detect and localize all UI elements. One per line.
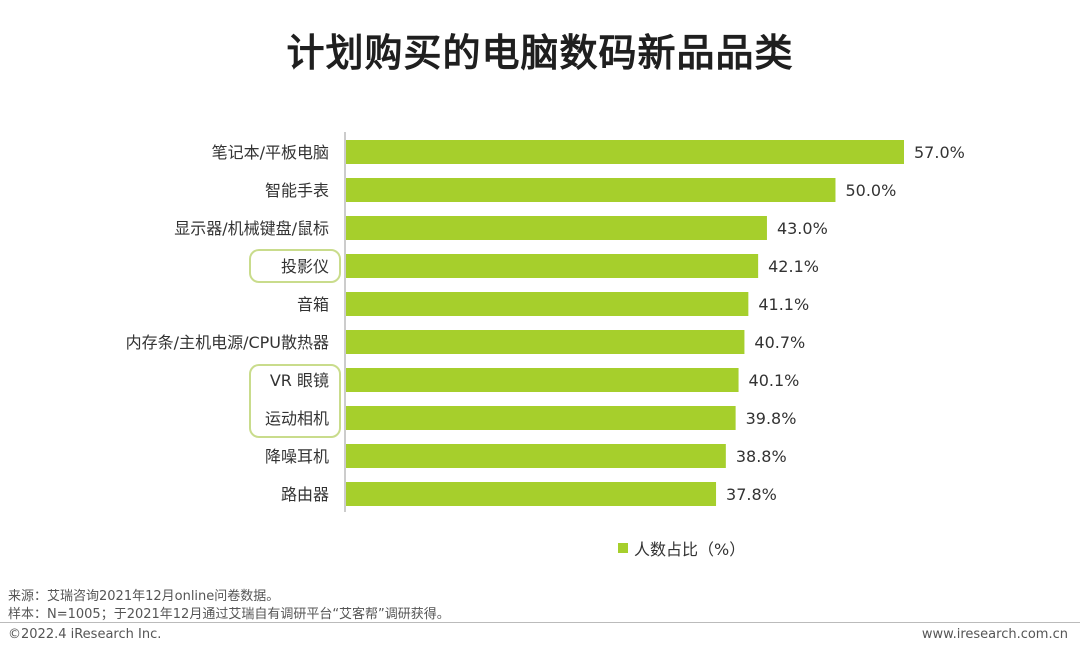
legend-swatch (618, 543, 628, 553)
data-label: 42.1% (768, 257, 819, 276)
highlight-box-vr-camera (249, 364, 341, 438)
category-label: 路由器 (281, 485, 329, 504)
data-label: 43.0% (777, 219, 828, 238)
bar-chart: 笔记本/平板电脑 57.0% 智能手表 50.0% 显示器/机械键盘/鼠标 43.0% 投影… (126, 132, 965, 512)
bar (346, 482, 717, 506)
data-label: 39.8% (746, 409, 797, 428)
category-label: 运动相机 (265, 409, 329, 428)
category-label: 笔记本/平板电脑 (212, 143, 329, 162)
sample-note: 样本：N=1005；于2021年12月通过艾瑞自有调研平台“艾客帮”调研获得。 (8, 607, 450, 622)
data-label: 38.8% (736, 447, 787, 466)
bar (346, 406, 736, 430)
data-label: 41.1% (758, 295, 809, 314)
category-label: 智能手表 (265, 181, 329, 200)
legend-label: 人数占比（%） (634, 540, 746, 559)
page-title: 计划购买的电脑数码新品品类 (286, 31, 794, 75)
bar (346, 368, 739, 392)
website: www.iresearch.com.cn (921, 627, 1068, 642)
category-label: 内存条/主机电源/CPU散热器 (126, 333, 329, 352)
data-label: 57.0% (914, 143, 965, 162)
footer-divider (0, 622, 1080, 623)
copyright: ©2022.4 iResearch Inc. (8, 627, 162, 642)
category-label: 音箱 (297, 295, 329, 314)
category-label: 降噪耳机 (265, 447, 329, 466)
source-note: 来源：艾瑞咨询2021年12月online问卷数据。 (8, 589, 280, 604)
category-label: 投影仪 (281, 257, 329, 276)
bar (346, 216, 767, 240)
bar (346, 292, 749, 316)
category-label: VR 眼镜 (270, 371, 329, 390)
category-label: 显示器/机械键盘/鼠标 (174, 219, 329, 238)
highlight-box-projector (249, 249, 341, 283)
bar (346, 254, 759, 278)
data-label: 37.8% (726, 485, 777, 504)
bar (346, 444, 726, 468)
data-label: 40.7% (754, 333, 805, 352)
chart-legend: 人数占比（%） (618, 536, 745, 560)
bar (346, 140, 904, 164)
data-label: 50.0% (845, 181, 896, 200)
data-label: 40.1% (749, 371, 800, 390)
bar (346, 178, 836, 202)
bar (346, 330, 745, 354)
